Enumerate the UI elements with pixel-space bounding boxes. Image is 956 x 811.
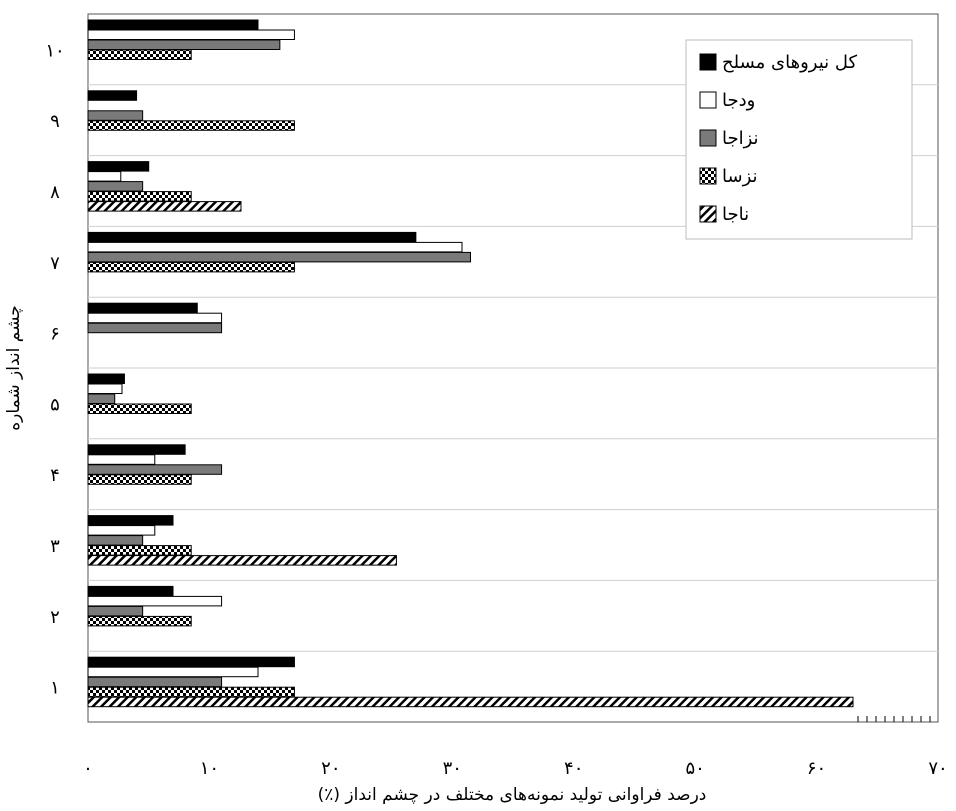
bar-solid-black-cat-1: [87, 656, 295, 668]
y-tick-label: ۸: [50, 182, 60, 203]
x-tick-label: ۵۰: [685, 758, 704, 779]
bar-gray-cat-3: [87, 535, 144, 546]
legend-swatch-white: [699, 91, 717, 109]
y-tick-label: ۵: [50, 394, 60, 415]
bar-checker-cat-1: [87, 686, 295, 698]
bar-solid-black-cat-6: [87, 302, 198, 314]
bar-gray-cat-2: [87, 605, 144, 617]
x-tick-label: ۷۰: [928, 758, 947, 779]
y-tick-label: ۹: [50, 111, 60, 132]
x-tick-label: ۱۰: [200, 758, 219, 779]
bars-group: [87, 19, 854, 708]
bar-hatch-cat-3: [87, 555, 397, 566]
y-tick-label: ۴: [50, 465, 60, 486]
y-tick-label: ۲: [50, 607, 60, 628]
bar-checker-cat-9: [87, 120, 295, 131]
bar-white-cat-2: [87, 595, 223, 607]
bar-white-cat-5: [87, 383, 123, 394]
bar-gray-cat-8: [87, 181, 144, 192]
bar-solid-black-cat-3: [87, 515, 174, 526]
bar-checker-cat-8: [87, 191, 192, 202]
bar-solid-black-cat-2: [87, 585, 174, 597]
bar-checker-cat-2: [87, 615, 192, 627]
legend-box: [685, 39, 913, 240]
bar-checker-cat-5: [87, 403, 192, 414]
legend-swatch-gray: [699, 129, 717, 147]
legend: کل نیروهای مسلح ودجا نزاجا نزسا ناجا: [685, 39, 913, 240]
bar-solid-black-cat-8: [87, 161, 150, 172]
bar-solid-black-cat-10: [87, 19, 259, 30]
y-axis-ticks: ۱ ۲ ۳ ۴ ۵ ۶ ۷ ۸ ۹ ۱۰: [45, 40, 64, 698]
legend-swatch-hatch: [699, 205, 717, 223]
legend-swatch-checker: [699, 167, 717, 185]
bar-white-cat-6: [87, 312, 223, 324]
bar-gray-cat-6: [87, 322, 223, 334]
legend-label: ناجا: [722, 204, 749, 225]
bar-gray-cat-4: [87, 464, 223, 475]
bar-checker-cat-10: [87, 49, 192, 60]
bar-gray-cat-5: [87, 393, 116, 404]
bar-white-cat-3: [87, 525, 156, 536]
x-tick-label: ۴۰: [564, 758, 583, 779]
y-tick-label: ۳: [50, 536, 60, 557]
bar-white-cat-4: [87, 454, 156, 465]
bar-solid-black-cat-4: [87, 444, 186, 455]
x-axis-title: درصد فراوانی تولید نمونه‌های مختلف در چش…: [318, 785, 707, 805]
y-tick-label: ۶: [50, 324, 60, 345]
bar-solid-black-cat-5: [87, 373, 125, 384]
legend-label: ودجا: [722, 90, 755, 111]
bar-white-cat-10: [87, 29, 295, 40]
bar-hatch-cat-1: [87, 696, 854, 708]
bar-solid-black-cat-9: [87, 90, 138, 101]
bar-checker-cat-4: [87, 474, 192, 485]
bar-white-cat-1: [87, 666, 259, 678]
bar-gray-cat-9: [87, 110, 144, 121]
legend-label: نزاجا: [722, 128, 759, 149]
y-axis-title: چشم انداز شماره: [4, 305, 24, 430]
bar-white-cat-7: [87, 241, 463, 253]
bar-gray-cat-1: [87, 676, 223, 688]
bar-white-cat-8: [87, 171, 122, 182]
bar-hatch-cat-8: [87, 201, 242, 212]
y-tick-label: ۷: [50, 253, 60, 274]
bar-gray-cat-7: [87, 251, 471, 263]
legend-label: کل نیروهای مسلح: [722, 52, 857, 73]
bar-checker-cat-7: [87, 261, 295, 273]
x-tick-label: ۲۰: [321, 758, 340, 779]
x-tick-label: ۳۰: [443, 758, 462, 779]
x-tick-label: ۶۰: [807, 758, 826, 779]
legend-swatch-solid-black: [699, 53, 717, 71]
bar-solid-black-cat-7: [87, 231, 417, 243]
y-tick-label: ۱۰: [45, 40, 64, 61]
x-axis-ticks: ۰ ۱۰ ۲۰ ۳۰ ۴۰ ۵۰ ۶۰ ۷۰: [83, 758, 948, 779]
legend-label: نزسا: [722, 166, 758, 187]
x-tick-label: ۰: [83, 758, 93, 779]
bar-checker-cat-3: [87, 545, 192, 556]
bar-gray-cat-10: [87, 39, 281, 50]
y-tick-label: ۱: [50, 678, 60, 699]
